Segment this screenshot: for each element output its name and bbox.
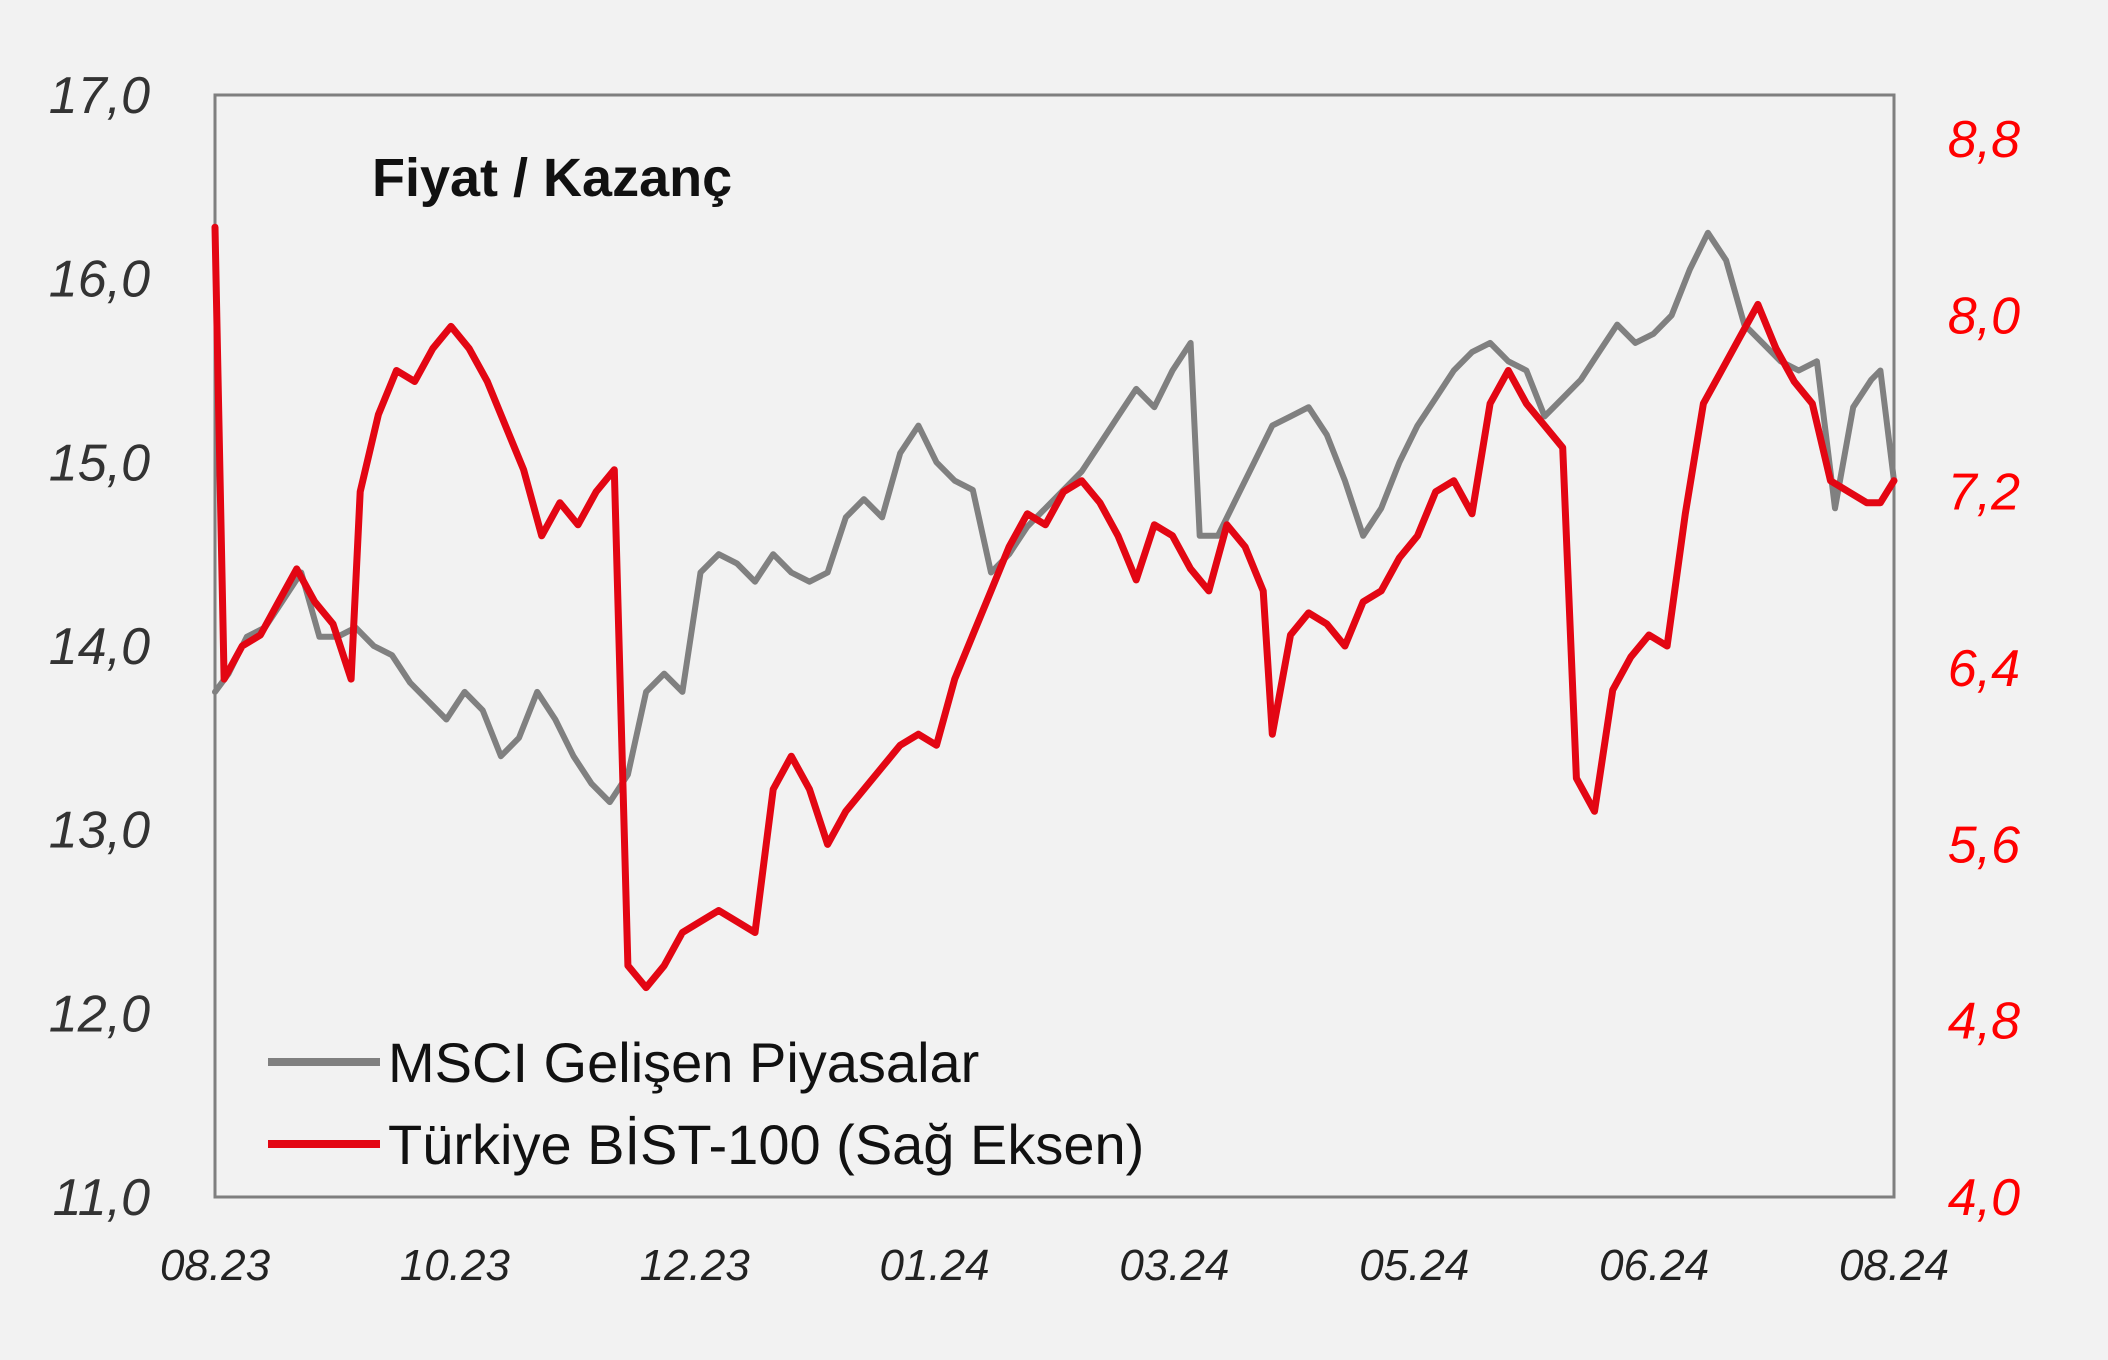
x-axis-tick-label: 08.23 xyxy=(160,1241,271,1290)
legend: MSCI Gelişen Piyasalar Türkiye BİST-100 … xyxy=(268,1031,1144,1176)
right-axis-tick-label: 4,8 xyxy=(1948,993,2020,1051)
left-axis-tick-label: 17,0 xyxy=(49,67,150,125)
left-axis-tick-label: 15,0 xyxy=(49,434,150,492)
bist100-series-line xyxy=(211,223,1898,992)
right-axis-tick-label: 6,4 xyxy=(1948,640,2020,698)
x-axis-tick-label: 06.24 xyxy=(1599,1241,1709,1290)
series-lines xyxy=(211,223,1898,992)
chart-title: Fiyat / Kazanç xyxy=(372,148,732,208)
left-axis-tick-label: 11,0 xyxy=(53,1169,150,1227)
left-axis-tick-labels: 11,0 12,0 13,0 14,0 15,0 16,0 17,0 xyxy=(49,67,150,1227)
x-axis-tick-label: 12.23 xyxy=(640,1241,751,1290)
plot-area-border xyxy=(213,93,1896,1199)
left-axis-tick-label: 13,0 xyxy=(49,802,150,860)
legend-label-msci: MSCI Gelişen Piyasalar xyxy=(388,1031,979,1094)
left-axis-tick-label: 14,0 xyxy=(49,618,150,676)
x-axis-tick-label: 10.23 xyxy=(400,1241,511,1290)
right-axis-tick-label: 8,0 xyxy=(1948,287,2020,345)
x-axis-tick-labels: 08.23 10.23 12.23 01.24 03.24 05.24 06.24 08.24 xyxy=(160,1241,1949,1290)
left-axis-tick-label: 12,0 xyxy=(49,985,150,1043)
x-axis-tick-label: 08.24 xyxy=(1839,1241,1949,1290)
left-axis-tick-label: 16,0 xyxy=(49,251,150,309)
right-axis-tick-label: 7,2 xyxy=(1948,464,2020,522)
x-axis-tick-label: 03.24 xyxy=(1119,1241,1229,1290)
right-axis-tick-label: 5,6 xyxy=(1948,816,2020,874)
right-axis-tick-label: 8,8 xyxy=(1948,111,2020,169)
x-axis-tick-label: 05.24 xyxy=(1359,1241,1469,1290)
right-axis-tick-label: 4,0 xyxy=(1948,1169,2020,1227)
x-axis-tick-label: 01.24 xyxy=(880,1241,990,1290)
legend-label-bist: Türkiye BİST-100 (Sağ Eksen) xyxy=(388,1113,1144,1176)
right-axis-tick-labels: 4,0 4,8 5,6 6,4 7,2 8,0 8,8 xyxy=(1948,111,2020,1227)
